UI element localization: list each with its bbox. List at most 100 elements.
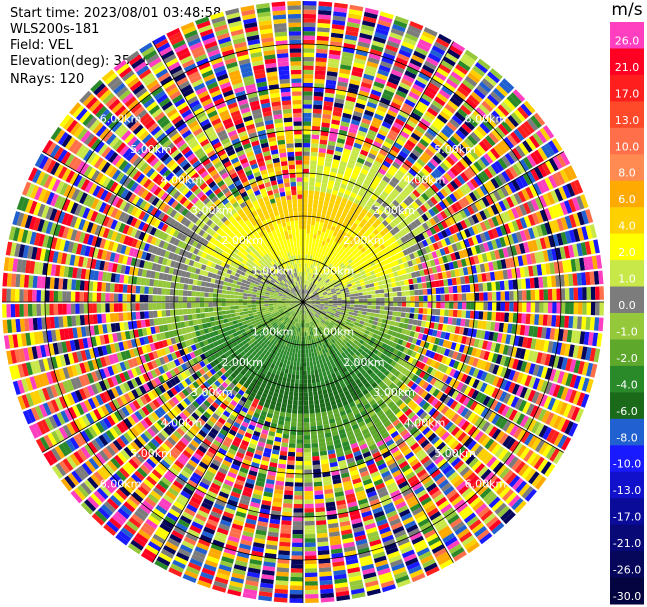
gate-cell <box>404 318 410 324</box>
gate-cell <box>312 360 317 366</box>
gate-cell <box>338 348 344 354</box>
gate-cell <box>437 372 445 381</box>
gate-cell <box>367 439 376 447</box>
gate-cell <box>418 224 426 233</box>
gate-cell <box>304 294 307 299</box>
gate-cell <box>303 22 316 28</box>
gate-cell <box>542 276 548 288</box>
gate-cell <box>403 279 410 286</box>
gate-cell <box>309 307 314 310</box>
gate-cell <box>287 404 293 409</box>
gate-cell <box>307 207 313 213</box>
gate-cell <box>314 286 319 290</box>
gate-cell <box>396 238 404 246</box>
gate-cell <box>343 148 352 155</box>
gate-cell <box>391 316 397 321</box>
gate-cell <box>370 502 382 511</box>
gate-cell <box>475 391 484 402</box>
gate-cell <box>516 279 522 290</box>
gate-cell <box>514 461 526 474</box>
gate-cell <box>388 272 395 278</box>
gate-cell <box>475 264 482 274</box>
gate-cell <box>385 172 394 180</box>
gate-cell <box>315 221 320 227</box>
gate-cell <box>434 455 444 465</box>
gate-cell <box>319 350 323 355</box>
gate-cell <box>362 514 374 522</box>
gate-cell <box>376 276 382 282</box>
gate-cell <box>475 212 484 222</box>
gate-cell <box>286 408 292 414</box>
gate-cell <box>333 573 347 580</box>
gate-cell <box>498 81 512 94</box>
gate-cell <box>315 298 320 300</box>
gate-cell <box>397 372 404 380</box>
gate-cell <box>331 266 337 272</box>
gate-cell <box>306 304 310 308</box>
gate-cell <box>391 385 399 393</box>
gate-cell <box>565 373 573 387</box>
gate-cell <box>545 446 557 460</box>
gate-cell <box>307 216 312 221</box>
gate-cell <box>381 431 390 440</box>
gate-cell <box>501 405 510 417</box>
gate-cell <box>452 360 460 370</box>
gate-cell <box>378 381 386 388</box>
gate-cell <box>421 426 431 436</box>
gate-cell <box>414 79 427 89</box>
gate-cell <box>431 302 437 308</box>
gate-cell <box>385 324 391 330</box>
gate-cell <box>337 260 343 266</box>
gate-cell <box>389 415 398 424</box>
gate-cell <box>478 311 484 320</box>
gate-cell <box>288 395 294 401</box>
gate-cell <box>438 89 451 100</box>
gate-cell <box>380 297 385 302</box>
gate-cell <box>354 241 361 247</box>
gate-cell <box>403 187 412 195</box>
gate-cell <box>297 430 303 436</box>
gate-cell <box>352 526 365 533</box>
gate-cell <box>329 345 334 351</box>
gate-cell <box>280 528 292 534</box>
gate-cell <box>336 319 342 324</box>
gate-cell <box>303 78 314 83</box>
gate-cell <box>431 452 442 462</box>
gate-cell <box>281 520 292 526</box>
gate-cell <box>433 493 445 503</box>
gate-cell <box>483 153 494 165</box>
gate-cell <box>449 45 463 56</box>
gate-cell <box>422 558 436 569</box>
gate-cell <box>548 354 556 367</box>
gate-cell <box>396 457 406 466</box>
gate-cell <box>471 522 485 534</box>
gate-cell <box>502 247 509 258</box>
gate-cell <box>396 579 411 588</box>
gate-cell <box>461 487 473 498</box>
gate-cell <box>307 322 310 328</box>
gate-cell <box>538 339 546 352</box>
gate-cell <box>353 310 359 314</box>
gate-cell <box>338 343 344 349</box>
gate-cell <box>403 218 411 226</box>
gate-cell <box>362 341 368 347</box>
gate-cell <box>466 302 471 310</box>
gate-cell <box>304 263 307 268</box>
gate-cell <box>464 75 478 87</box>
gate-cell <box>335 312 340 316</box>
gate-cell <box>324 271 329 277</box>
gate-cell <box>368 279 374 284</box>
gate-cell <box>328 270 334 275</box>
gate-cell <box>415 186 424 195</box>
gate-cell <box>449 400 459 410</box>
gate-cell <box>366 291 372 295</box>
gate-cell <box>468 457 479 468</box>
gate-cell <box>449 368 457 377</box>
gate-cell <box>320 592 334 599</box>
gate-cell <box>308 292 313 296</box>
gate-cell <box>310 370 315 375</box>
gate-cell <box>359 395 367 403</box>
gate-cell <box>460 220 468 230</box>
gate-cell <box>381 121 392 129</box>
gate-cell <box>346 25 360 33</box>
